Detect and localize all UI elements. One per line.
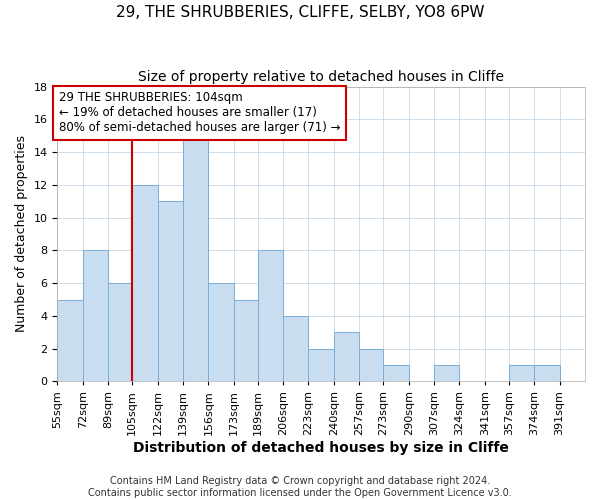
Bar — [208, 283, 234, 382]
Bar — [183, 136, 208, 382]
Text: 29 THE SHRUBBERIES: 104sqm
← 19% of detached houses are smaller (17)
80% of semi: 29 THE SHRUBBERIES: 104sqm ← 19% of deta… — [59, 92, 340, 134]
Y-axis label: Number of detached properties: Number of detached properties — [15, 136, 28, 332]
Text: Contains HM Land Registry data © Crown copyright and database right 2024.
Contai: Contains HM Land Registry data © Crown c… — [88, 476, 512, 498]
Bar — [108, 283, 132, 382]
Bar — [383, 365, 409, 382]
Bar — [132, 185, 158, 382]
Bar — [359, 348, 383, 382]
Bar — [534, 365, 560, 382]
Text: 29, THE SHRUBBERIES, CLIFFE, SELBY, YO8 6PW: 29, THE SHRUBBERIES, CLIFFE, SELBY, YO8 … — [116, 5, 484, 20]
Title: Size of property relative to detached houses in Cliffe: Size of property relative to detached ho… — [138, 70, 504, 84]
Bar — [83, 250, 108, 382]
Bar — [283, 316, 308, 382]
Bar — [334, 332, 359, 382]
Bar — [58, 300, 83, 382]
Bar — [308, 348, 334, 382]
Bar — [257, 250, 283, 382]
Bar — [158, 201, 183, 382]
Bar — [234, 300, 257, 382]
X-axis label: Distribution of detached houses by size in Cliffe: Distribution of detached houses by size … — [133, 441, 509, 455]
Bar — [509, 365, 534, 382]
Bar — [434, 365, 460, 382]
